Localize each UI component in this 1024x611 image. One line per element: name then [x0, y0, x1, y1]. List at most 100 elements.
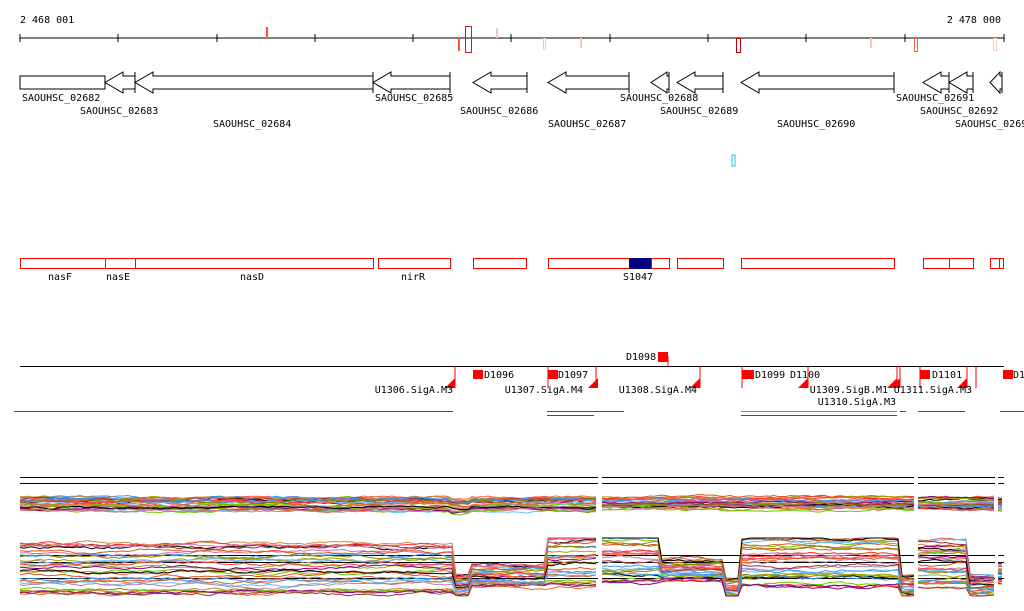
operon-label: nirR: [401, 272, 426, 283]
expression-profile-line: [20, 541, 597, 581]
operon-box[interactable]: [378, 258, 451, 269]
expression-profile-line: [997, 503, 1003, 506]
gene-arrow[interactable]: [922, 71, 950, 94]
variant-marker[interactable]: [993, 38, 997, 51]
operon-box[interactable]: [473, 258, 527, 269]
gene-arrow[interactable]: [948, 71, 974, 94]
variant-marker[interactable]: [458, 38, 460, 51]
expression-profile-line: [19, 537, 596, 577]
operon-label: S1047: [623, 272, 653, 283]
promoter-triangle[interactable]: [588, 378, 598, 388]
operon-box[interactable]: [105, 258, 136, 269]
expression-profile-line: [997, 497, 1003, 499]
expression-profile-line: [601, 550, 915, 587]
gene-arrow[interactable]: [650, 71, 670, 94]
expression-profile-line: [601, 560, 915, 592]
gene-arrow[interactable]: [989, 70, 1003, 95]
expression-profile-line: [19, 496, 597, 503]
expression-profile-line: [19, 539, 597, 579]
expression-profile-line: [601, 577, 915, 597]
coordinate-ruler: 2 468 001 2 478 000: [19, 15, 1005, 53]
expression-profile-line: [601, 579, 915, 597]
tss-marker[interactable]: [920, 370, 930, 379]
promoter-label: U1308.SigA.M4: [619, 385, 697, 396]
gene-label: SAOUHSC_02691: [896, 93, 974, 104]
expression-profile-line: [601, 542, 915, 583]
expression-profile-line: [917, 570, 995, 589]
gene-arrow[interactable]: [740, 71, 895, 94]
ruler-start-label: 2 468 001: [20, 15, 74, 26]
expression-profile-line: [997, 576, 1003, 579]
variant-marker[interactable]: [580, 38, 582, 48]
promoter-triangle[interactable]: [445, 378, 455, 388]
expression-profile-line: [19, 557, 597, 587]
operon-box[interactable]: [20, 258, 106, 269]
expression-profile-line: [601, 569, 915, 596]
operon-box[interactable]: [548, 258, 630, 269]
expression-profile-line: [601, 564, 914, 593]
operon-box[interactable]: [990, 258, 1000, 269]
expression-profile-line: [601, 537, 915, 581]
expression-profile-line: [917, 558, 995, 586]
operon-box[interactable]: [651, 258, 670, 269]
gene-label: SAOUHSC_02683: [80, 106, 158, 117]
operon-box[interactable]: [949, 258, 974, 269]
variant-marker[interactable]: [543, 38, 546, 50]
expression-profile-line: [917, 500, 994, 504]
gene-arrow[interactable]: [19, 75, 106, 90]
expression-profile-line: [997, 581, 1003, 583]
srna-feature[interactable]: [629, 258, 651, 269]
expression-profile-line: [997, 573, 1003, 576]
promoter-label: U1307.SigA.M4: [505, 385, 583, 396]
expression-profile-line: [917, 497, 995, 501]
expression-profile-line: [917, 507, 995, 511]
tss-marker[interactable]: [744, 370, 754, 379]
expression-profile-line: [997, 510, 1003, 512]
variant-marker[interactable]: [914, 38, 918, 52]
tss-label: D1096: [484, 370, 514, 381]
gene-label: SAOUHSC_02686: [460, 106, 538, 117]
tss-label: D1: [1013, 370, 1024, 381]
expression-profile-line: [917, 579, 995, 594]
expression-track: [19, 477, 1004, 597]
tss-label: D1101: [932, 370, 962, 381]
promoter-triangle[interactable]: [798, 378, 808, 388]
gene-arrow[interactable]: [104, 71, 136, 94]
expression-profile-line: [601, 507, 915, 513]
variant-marker[interactable]: [465, 26, 472, 53]
gene-arrow[interactable]: [372, 71, 451, 94]
tss-marker[interactable]: [1003, 370, 1013, 379]
gene-arrow[interactable]: [676, 71, 724, 94]
expression-profile-line: [602, 495, 915, 500]
expression-profile-line: [997, 582, 1003, 585]
variant-marker[interactable]: [496, 28, 498, 38]
operon-box[interactable]: [135, 258, 374, 269]
tss-marker[interactable]: [473, 370, 483, 379]
gene-arrow[interactable]: [547, 71, 630, 94]
expression-profile-line: [19, 495, 597, 502]
expression-profile-line: [917, 567, 995, 589]
tss-label: D1097: [558, 370, 588, 381]
operon-box[interactable]: [999, 258, 1004, 269]
expression-profile-line: [19, 560, 597, 589]
operon-box[interactable]: [677, 258, 724, 269]
variant-marker[interactable]: [870, 38, 872, 48]
gene-arrow[interactable]: [472, 71, 528, 94]
gene-arrow[interactable]: [134, 71, 374, 94]
tss-marker[interactable]: [658, 352, 668, 362]
cyan-feature-marker[interactable]: [731, 154, 736, 167]
variant-marker[interactable]: [266, 27, 268, 38]
operon-box[interactable]: [923, 258, 950, 269]
expression-profile-line: [19, 505, 597, 511]
tss-marker[interactable]: [548, 370, 558, 379]
operon-box[interactable]: [741, 258, 895, 269]
promoter-triangle[interactable]: [690, 378, 700, 388]
expression-profile-line: [601, 497, 915, 503]
gene-track: SAOUHSC_02682 SAOUHSC_02683 SAOUHSC_02684 S…: [19, 70, 1024, 130]
promoter-triangle[interactable]: [890, 378, 900, 388]
variant-marker[interactable]: [736, 38, 741, 53]
promoter-triangle[interactable]: [957, 378, 967, 388]
gene-label: SAOUHSC_02682: [22, 93, 100, 104]
expression-profile-line: [917, 496, 994, 499]
expression-profile-line: [601, 502, 915, 508]
